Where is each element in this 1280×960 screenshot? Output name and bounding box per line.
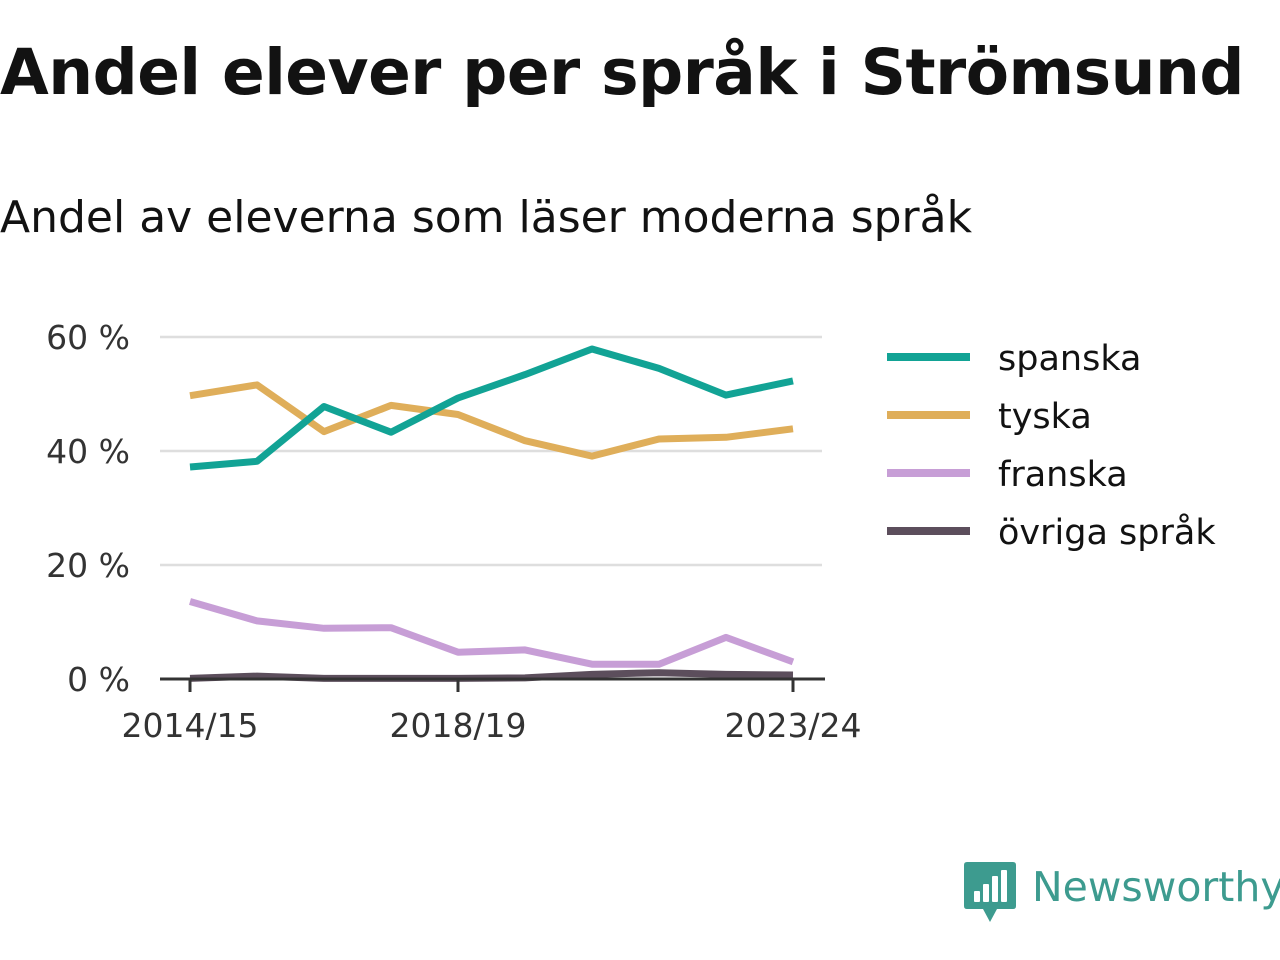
legend-item-tyska: tyska	[887, 397, 1092, 437]
newsworthy-logo: Newsworthy	[964, 862, 1280, 926]
legend-item-spanska: spanska	[887, 339, 1141, 379]
legend-item-övriga-språk: övriga språk	[887, 512, 1216, 553]
chart-subtitle: Andel av eleverna som läser moderna språ…	[0, 192, 973, 243]
y-tick-label: 20 %	[46, 546, 130, 585]
legend-label: spanska	[998, 339, 1141, 379]
y-tick-label: 0 %	[67, 660, 130, 699]
series-line-spanska	[189, 345, 794, 471]
x-tick-label: 2023/24	[724, 706, 861, 745]
chart-title: Andel elever per språk i Strömsund	[0, 36, 1244, 109]
newsworthy-logo-text: Newsworthy	[1032, 863, 1280, 911]
x-tick-label: 2018/19	[389, 706, 526, 745]
line-chart: 0 % 20 % 40 % 60 % 2014/15 2018/19 2023/24 sp…	[46, 318, 1216, 745]
y-tick-label: 60 %	[46, 318, 130, 357]
y-axis-tick-labels: 0 % 20 % 40 % 60 %	[46, 318, 130, 699]
series-lines	[189, 345, 795, 682]
series-line-franska	[189, 598, 795, 668]
newsworthy-logo-icon	[964, 862, 1016, 922]
series-line-tyska	[189, 381, 794, 460]
legend-label: tyska	[998, 397, 1092, 437]
x-axis-tick-labels: 2014/15 2018/19 2023/24	[121, 706, 861, 745]
legend-label: övriga språk	[998, 512, 1216, 553]
x-axis	[160, 677, 825, 692]
y-tick-label: 40 %	[46, 432, 130, 471]
legend-item-franska: franska	[887, 455, 1128, 495]
grid-lines	[160, 335, 822, 567]
legend: spanska tyska franska övriga språk	[887, 339, 1216, 553]
legend-label: franska	[998, 455, 1128, 495]
x-tick-label: 2014/15	[121, 706, 258, 745]
